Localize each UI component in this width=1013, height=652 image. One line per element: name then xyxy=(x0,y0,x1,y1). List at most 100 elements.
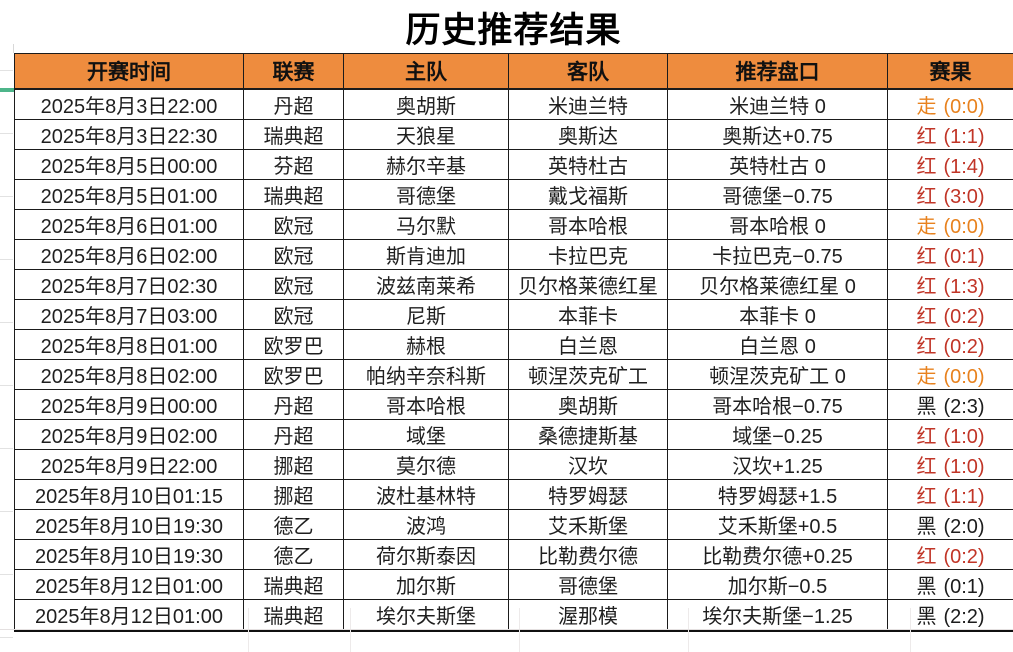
cell-result[interactable]: 黑 (0:1) xyxy=(887,568,1013,600)
cell-home-team[interactable]: 尼斯 xyxy=(343,298,509,330)
cell-result[interactable]: 走 (0:0) xyxy=(887,88,1013,120)
cell-start-time[interactable]: 2025年8月3日22:00 xyxy=(14,88,244,120)
cell-start-time[interactable]: 2025年8月9日02:00 xyxy=(14,418,244,450)
cell-start-time[interactable]: 2025年8月6日01:00 xyxy=(14,208,244,240)
cell-result[interactable]: 黑 (2:3) xyxy=(887,388,1013,420)
cell-away-team[interactable]: 哥本哈根 xyxy=(508,208,668,240)
cell-start-time[interactable]: 2025年8月12日01:00 xyxy=(14,598,244,632)
cell-home-team[interactable]: 埃尔夫斯堡 xyxy=(343,598,509,632)
cell-home-team[interactable]: 天狼星 xyxy=(343,118,509,150)
cell-away-team[interactable]: 顿涅茨克矿工 xyxy=(508,358,668,390)
cell-away-team[interactable]: 特罗姆瑟 xyxy=(508,478,668,510)
cell-handicap[interactable]: 英特杜古 0 xyxy=(667,148,888,180)
cell-result[interactable]: 红 (1:4) xyxy=(887,148,1013,180)
cell-away-team[interactable]: 卡拉巴克 xyxy=(508,238,668,270)
cell-handicap[interactable]: 奥斯达+0.75 xyxy=(667,118,888,150)
cell-handicap[interactable]: 米迪兰特 0 xyxy=(667,88,888,120)
cell-start-time[interactable]: 2025年8月8日02:00 xyxy=(14,358,244,390)
cell-league[interactable]: 欧罗巴 xyxy=(243,358,344,390)
cell-result[interactable]: 红 (1:0) xyxy=(887,418,1013,450)
cell-home-team[interactable]: 波兹南莱希 xyxy=(343,268,509,300)
cell-home-team[interactable]: 加尔斯 xyxy=(343,568,509,600)
cell-league[interactable]: 瑞典超 xyxy=(243,178,344,210)
cell-league[interactable]: 芬超 xyxy=(243,148,344,180)
cell-away-team[interactable]: 奥胡斯 xyxy=(508,388,668,420)
cell-start-time[interactable]: 2025年8月9日00:00 xyxy=(14,388,244,420)
cell-result[interactable]: 红 (0:2) xyxy=(887,328,1013,360)
cell-start-time[interactable]: 2025年8月12日01:00 xyxy=(14,568,244,600)
cell-result[interactable]: 红 (0:2) xyxy=(887,298,1013,330)
cell-handicap[interactable]: 卡拉巴克−0.75 xyxy=(667,238,888,270)
cell-handicap[interactable]: 贝尔格莱德红星 0 xyxy=(667,268,888,300)
cell-away-team[interactable]: 渥那模 xyxy=(508,598,668,632)
cell-away-team[interactable]: 英特杜古 xyxy=(508,148,668,180)
cell-handicap[interactable]: 特罗姆瑟+1.5 xyxy=(667,478,888,510)
cell-league[interactable]: 挪超 xyxy=(243,448,344,480)
cell-league[interactable]: 欧冠 xyxy=(243,298,344,330)
cell-league[interactable]: 欧冠 xyxy=(243,238,344,270)
cell-home-team[interactable]: 赫尔辛基 xyxy=(343,148,509,180)
cell-away-team[interactable]: 白兰恩 xyxy=(508,328,668,360)
column-header-handicap[interactable]: 推荐盘口 xyxy=(667,53,888,90)
cell-start-time[interactable]: 2025年8月10日01:15 xyxy=(14,478,244,510)
cell-away-team[interactable]: 米迪兰特 xyxy=(508,88,668,120)
cell-handicap[interactable]: 顿涅茨克矿工 0 xyxy=(667,358,888,390)
cell-league[interactable]: 欧罗巴 xyxy=(243,328,344,360)
cell-league[interactable]: 德乙 xyxy=(243,538,344,570)
cell-handicap[interactable]: 本菲卡 0 xyxy=(667,298,888,330)
cell-league[interactable]: 瑞典超 xyxy=(243,568,344,600)
cell-result[interactable]: 红 (1:1) xyxy=(887,118,1013,150)
cell-handicap[interactable]: 哥本哈根 0 xyxy=(667,208,888,240)
cell-handicap[interactable]: 埃尔夫斯堡−1.25 xyxy=(667,598,888,632)
cell-handicap[interactable]: 域堡−0.25 xyxy=(667,418,888,450)
cell-away-team[interactable]: 奥斯达 xyxy=(508,118,668,150)
cell-home-team[interactable]: 哥本哈根 xyxy=(343,388,509,420)
cell-home-team[interactable]: 帕纳辛奈科斯 xyxy=(343,358,509,390)
cell-home-team[interactable]: 斯肯迪加 xyxy=(343,238,509,270)
cell-league[interactable]: 瑞典超 xyxy=(243,598,344,632)
cell-away-team[interactable]: 贝尔格莱德红星 xyxy=(508,268,668,300)
column-header-result[interactable]: 赛果 xyxy=(887,53,1013,90)
cell-away-team[interactable]: 艾禾斯堡 xyxy=(508,508,668,540)
cell-result[interactable]: 红 (0:2) xyxy=(887,538,1013,570)
cell-home-team[interactable]: 马尔默 xyxy=(343,208,509,240)
column-header-home-team[interactable]: 主队 xyxy=(343,53,509,90)
cell-league[interactable]: 欧冠 xyxy=(243,208,344,240)
cell-start-time[interactable]: 2025年8月5日00:00 xyxy=(14,148,244,180)
cell-result[interactable]: 走 (0:0) xyxy=(887,358,1013,390)
cell-handicap[interactable]: 加尔斯−0.5 xyxy=(667,568,888,600)
cell-home-team[interactable]: 域堡 xyxy=(343,418,509,450)
cell-away-team[interactable]: 本菲卡 xyxy=(508,298,668,330)
cell-start-time[interactable]: 2025年8月10日19:30 xyxy=(14,508,244,540)
cell-result[interactable]: 红 (0:1) xyxy=(887,238,1013,270)
column-header-start-time[interactable]: 开赛时间 xyxy=(14,53,244,90)
cell-handicap[interactable]: 白兰恩 0 xyxy=(667,328,888,360)
cell-league[interactable]: 丹超 xyxy=(243,88,344,120)
cell-result[interactable]: 红 (1:1) xyxy=(887,478,1013,510)
cell-home-team[interactable]: 波杜基林特 xyxy=(343,478,509,510)
cell-handicap[interactable]: 哥德堡−0.75 xyxy=(667,178,888,210)
cell-start-time[interactable]: 2025年8月10日19:30 xyxy=(14,538,244,570)
cell-handicap[interactable]: 比勒费尔德+0.25 xyxy=(667,538,888,570)
cell-result[interactable]: 走 (0:0) xyxy=(887,208,1013,240)
cell-league[interactable]: 挪超 xyxy=(243,478,344,510)
cell-start-time[interactable]: 2025年8月9日22:00 xyxy=(14,448,244,480)
cell-result[interactable]: 黑 (2:2) xyxy=(887,598,1013,632)
cell-home-team[interactable]: 赫根 xyxy=(343,328,509,360)
cell-result[interactable]: 红 (3:0) xyxy=(887,178,1013,210)
cell-start-time[interactable]: 2025年8月3日22:30 xyxy=(14,118,244,150)
column-header-league[interactable]: 联赛 xyxy=(243,53,344,90)
cell-league[interactable]: 瑞典超 xyxy=(243,118,344,150)
cell-league[interactable]: 德乙 xyxy=(243,508,344,540)
cell-handicap[interactable]: 艾禾斯堡+0.5 xyxy=(667,508,888,540)
cell-result[interactable]: 红 (1:3) xyxy=(887,268,1013,300)
cell-league[interactable]: 丹超 xyxy=(243,388,344,420)
cell-away-team[interactable]: 汉坎 xyxy=(508,448,668,480)
cell-away-team[interactable]: 比勒费尔德 xyxy=(508,538,668,570)
column-header-away-team[interactable]: 客队 xyxy=(508,53,668,90)
cell-handicap[interactable]: 哥本哈根−0.75 xyxy=(667,388,888,420)
cell-home-team[interactable]: 荷尔斯泰因 xyxy=(343,538,509,570)
cell-away-team[interactable]: 戴戈福斯 xyxy=(508,178,668,210)
cell-away-team[interactable]: 桑德捷斯基 xyxy=(508,418,668,450)
cell-start-time[interactable]: 2025年8月5日01:00 xyxy=(14,178,244,210)
